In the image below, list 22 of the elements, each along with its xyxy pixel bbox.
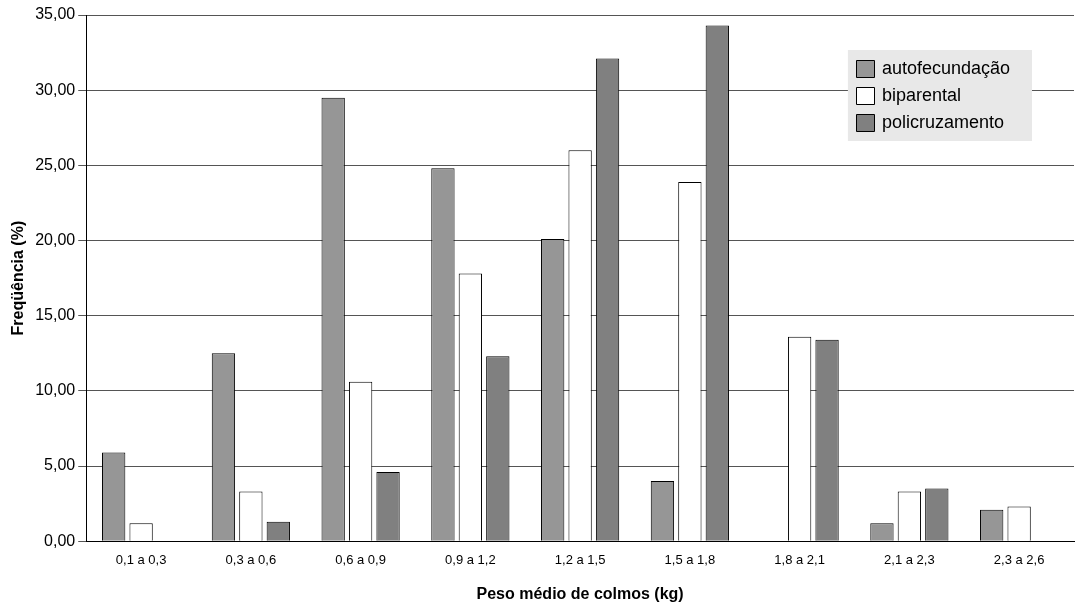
y-axis-title: Freqüência (%)	[9, 220, 27, 336]
legend-label: policruzamento	[881, 111, 1004, 132]
y-tick-label: 0,00	[44, 531, 76, 549]
x-tick-label: 1,2 a 1,5	[554, 551, 606, 567]
x-tick-label: 0,9 a 1,2	[445, 551, 496, 567]
y-tick-label: 35,00	[35, 5, 76, 23]
x-tick-label: 0,6 a 0,9	[335, 551, 386, 567]
x-tick-label: 1,8 a 2,1	[774, 551, 825, 567]
legend-label: autofecundação	[881, 57, 1010, 78]
x-tick-label: 1,5 a 1,8	[664, 551, 716, 567]
x-axis-title: Peso médio de colmos (kg)	[476, 584, 684, 602]
y-tick-label: 20,00	[35, 230, 76, 248]
y-tick-label: 15,00	[35, 306, 76, 324]
y-tick-label: 30,00	[35, 80, 76, 98]
x-tick-label: 0,1 a 0,3	[115, 551, 167, 567]
legend-label: biparental	[881, 84, 961, 105]
x-tick-label: 0,3 a 0,6	[225, 551, 277, 567]
y-tick-label: 10,00	[35, 381, 76, 399]
y-tick-label: 25,00	[35, 155, 76, 173]
x-tick-label: 2,3 a 2,6	[993, 551, 1045, 567]
y-tick-label: 5,00	[44, 456, 76, 474]
x-tick-label: 2,1 a 2,3	[884, 551, 935, 567]
